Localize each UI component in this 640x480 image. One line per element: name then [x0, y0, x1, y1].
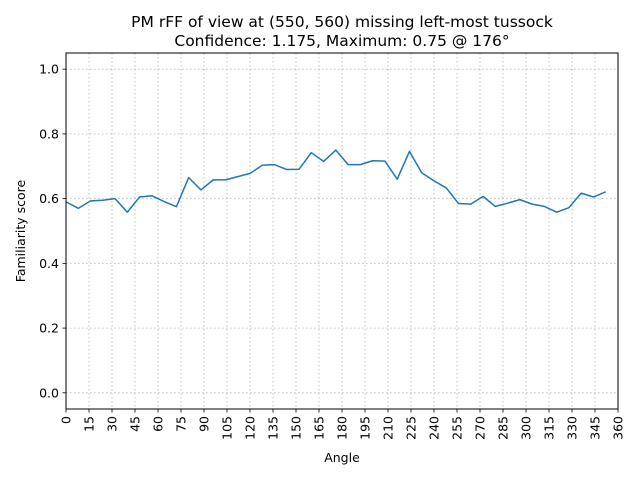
x-tick-label: 150: [289, 416, 304, 440]
x-tick-label: 270: [473, 416, 488, 440]
y-tick-label: 0.4: [39, 256, 59, 271]
x-tick-label: 330: [565, 416, 580, 440]
series-layer: [65, 149, 607, 213]
chart-title: PM rFF of view at (550, 560) missing lef…: [131, 13, 553, 31]
x-tick-label: 90: [197, 416, 212, 432]
x-tick-label: 255: [450, 416, 465, 440]
x-tick-label: 0: [59, 416, 74, 424]
x-tick-label: 15: [82, 416, 97, 432]
x-tick-label: 165: [312, 416, 327, 440]
x-tick-label: 105: [220, 416, 235, 440]
x-tick-label: 210: [381, 416, 396, 440]
x-tick-label: 180: [335, 416, 350, 440]
x-tick-label: 60: [151, 416, 166, 432]
y-tick-label: 0.6: [39, 191, 59, 206]
x-tick-label: 135: [266, 416, 281, 440]
x-tick-label: 285: [496, 416, 511, 440]
x-tick-label: 120: [243, 416, 258, 440]
x-tick-label: 240: [427, 416, 442, 440]
x-tick-label: 30: [105, 416, 120, 432]
chart-subtitle: Confidence: 1.175, Maximum: 0.75 @ 176°: [174, 32, 509, 50]
series-line: [65, 149, 607, 213]
ticks: 0 15 30 45 60 75 90 105 120 135 150 165 180 195 210 225…: [39, 62, 625, 440]
grid: [65, 53, 619, 409]
x-tick-label: 300: [519, 416, 534, 440]
x-axis-label: Angle: [324, 450, 360, 465]
y-axis-label: Familiarity score: [13, 179, 28, 282]
y-tick-label: 0.2: [39, 321, 59, 336]
x-tick-label: 75: [174, 416, 189, 432]
y-tick-label: 1.0: [39, 62, 59, 77]
x-tick-label: 345: [588, 416, 603, 440]
y-tick-label: 0.8: [39, 126, 59, 141]
x-tick-label: 315: [542, 416, 557, 440]
x-tick-label: 360: [611, 416, 626, 440]
y-tick-label: 0.0: [39, 385, 59, 400]
x-tick-label: 225: [404, 416, 419, 440]
x-tick-label: 45: [128, 416, 143, 432]
x-tick-label: 195: [358, 416, 373, 440]
